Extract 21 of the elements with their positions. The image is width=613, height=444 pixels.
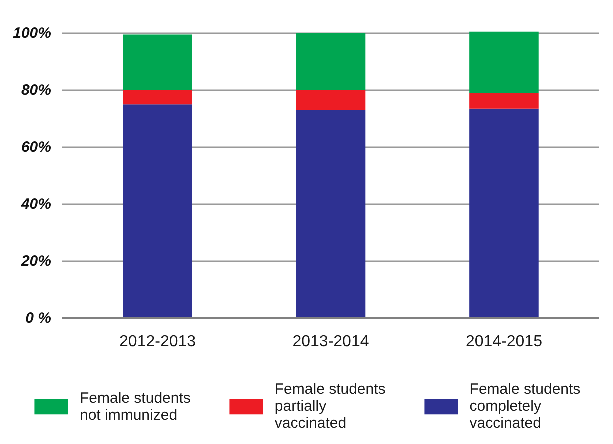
y-tick-label: 40% [20,196,52,213]
bar [470,93,539,109]
bar [296,33,366,90]
bar [296,90,366,110]
bar [470,32,539,94]
legend-label: Female students not immunized [80,390,191,424]
y-tick-label: 100% [13,24,52,42]
legend-label: Female students partially vaccinated [274,381,386,432]
bar [123,104,192,318]
x-tick-label: 2013-2014 [292,334,370,350]
x-tick-label: 2012-2013 [120,334,196,350]
bar [123,34,192,90]
x-tick-label: 2014-2015 [466,334,543,350]
legend-label: Female students completely vaccinated [470,381,581,432]
bar [123,90,192,105]
y-tick-label: 80% [21,82,52,99]
bar [296,110,366,318]
y-tick-label: 60% [21,138,52,156]
y-tick-label: 20% [20,252,52,270]
bar [470,108,539,318]
y-tick-label: 0 % [26,310,52,327]
